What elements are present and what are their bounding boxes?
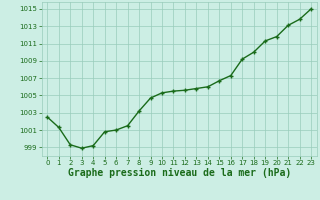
X-axis label: Graphe pression niveau de la mer (hPa): Graphe pression niveau de la mer (hPa): [68, 168, 291, 178]
